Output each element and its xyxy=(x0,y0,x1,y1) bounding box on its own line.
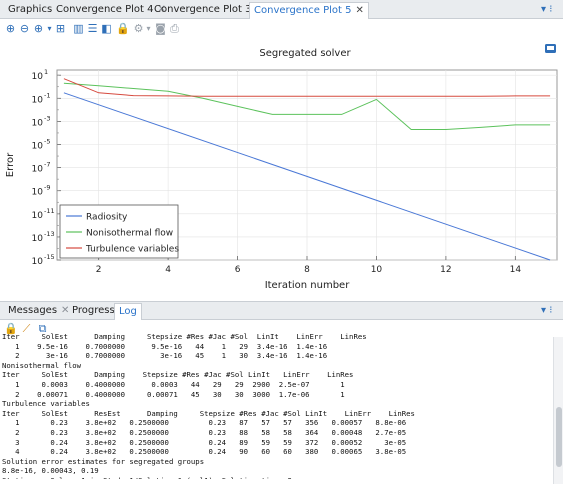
dropdown-arrow-icon[interactable]: ▾ xyxy=(146,24,151,33)
close-icon[interactable]: ✕ xyxy=(355,5,364,16)
y-tick-label: 10 xyxy=(32,72,44,82)
log-line: Iter SolEst Damping Stepsize #Res #Jac #… xyxy=(2,370,354,380)
chart-title: Segregated solver xyxy=(259,48,351,59)
panel-menu-icon[interactable]: ▾ ⁝ xyxy=(541,4,553,15)
export-icon[interactable] xyxy=(545,44,556,53)
y-tick-label: 10 xyxy=(32,257,44,267)
tab-label: Progress xyxy=(72,305,115,316)
x-axis: 2 4 6 8 10 12 14 xyxy=(96,256,522,275)
zoom-out-icon[interactable]: ⊖ xyxy=(19,22,30,35)
camera-icon[interactable]: ◙ xyxy=(155,22,166,35)
tab-label: Log xyxy=(119,306,137,317)
log-line: Solution error estimates for segregated … xyxy=(2,456,205,466)
log-line: 8.8e-16, 0.00043, 0.19 xyxy=(2,466,99,476)
series-line-radiosity xyxy=(63,92,551,261)
y-tick-label: 10 xyxy=(32,165,44,175)
log-line: 4 0.24 3.8e+02 0.2500000 0.24 90 60 60 3… xyxy=(2,447,407,457)
log-line: 3 0.24 3.8e+02 0.2500000 0.24 89 59 59 3… xyxy=(2,437,407,447)
y-tick-exponent: -5 xyxy=(44,137,50,145)
tab-label: Convergence Plot 5 xyxy=(254,5,352,16)
log-line: 2 0.00071 0.4000000 0.00071 45 30 30 300… xyxy=(2,389,345,399)
close-icon[interactable]: ✕ xyxy=(61,305,70,316)
x-axis-label: Iteration number xyxy=(265,280,351,291)
lock-icon[interactable]: 🔒 xyxy=(116,22,130,35)
x-tick-label: 12 xyxy=(440,265,451,275)
legend-label: Nonisothermal flow xyxy=(86,229,173,239)
y-tick-exponent: 1 xyxy=(44,68,48,76)
y-tick-exponent: -11 xyxy=(44,207,55,215)
settings-icon[interactable]: ⚙ xyxy=(133,22,144,35)
convergence-chart[interactable]: Segregated solver 10 110-110-310-510 -710-… xyxy=(0,38,563,300)
tab-label: Graphics xyxy=(8,4,53,15)
x-tick-label: 8 xyxy=(304,265,310,275)
grid xyxy=(57,70,557,261)
zoom-box-icon[interactable]: ⊕ xyxy=(33,22,44,35)
y-tick-exponent: -13 xyxy=(44,230,55,238)
y-tick-label: 10 xyxy=(32,234,44,244)
tab-graphics[interactable]: Graphics xyxy=(4,2,56,19)
log-scrollbar[interactable] xyxy=(553,337,563,484)
x-tick-label: 4 xyxy=(165,265,171,275)
table-view-icon[interactable]: ☰ xyxy=(87,22,98,35)
y-tick-exponent: -7 xyxy=(44,161,50,169)
zoom-in-icon[interactable]: ⊕ xyxy=(5,22,16,35)
legend-label: Turbulence variables xyxy=(85,245,179,255)
series-line-turbulence-variables xyxy=(63,78,551,97)
tab-label: Convergence Plot 4 xyxy=(56,4,154,15)
y-tick-label: 10 xyxy=(32,188,44,198)
bar-chart-icon[interactable]: ▥ xyxy=(73,22,84,35)
lock-icon[interactable]: 🔒 xyxy=(4,322,18,335)
x-tick-label: 10 xyxy=(371,265,383,275)
log-line: Iter SolEst Damping Stepsize #Res #Jac #… xyxy=(2,332,367,341)
log-line: 1 0.0003 0.4000000 0.0003 44 29 29 2900 … xyxy=(2,379,345,389)
tab-convergence-plot-4[interactable]: Convergence Plot 4 ✕ xyxy=(52,2,170,19)
y-tick-label: 10 xyxy=(32,118,44,128)
series-lines xyxy=(63,78,551,261)
y-tick-exponent: -9 xyxy=(44,184,50,192)
legend: Radiosity Nonisothermal flow Turbulence va… xyxy=(59,204,179,259)
y-tick-exponent: -15 xyxy=(44,253,55,261)
x-tick-label: 2 xyxy=(96,265,102,275)
y-tick-label: 10 xyxy=(32,211,44,221)
x-tick-label: 14 xyxy=(510,265,522,275)
log-line: Turbulence variables xyxy=(2,399,90,409)
plot-toolbar: ⊕ ⊖ ⊕ ▾ ⊞ ▥ ☰ ◧ 🔒 ⚙ ▾ ◙ ⎙ xyxy=(0,20,563,38)
log-line: 1 0.23 3.8e+02 0.2500000 0.23 87 57 57 3… xyxy=(2,418,407,428)
legend-label: Radiosity xyxy=(86,213,128,223)
scrollbar-thumb[interactable] xyxy=(556,407,562,467)
log-line: 2 3e-16 0.7000000 3e-16 45 1 30 3.4e-16 … xyxy=(2,351,328,361)
tab-label: Messages xyxy=(8,305,58,316)
tab-log[interactable]: Log xyxy=(114,303,142,320)
tab-messages[interactable]: Messages ✕ xyxy=(4,303,73,320)
log-line: Nonisothermal flow xyxy=(2,360,82,370)
y-axis-label: Error xyxy=(5,152,16,177)
series-line-nonisothermal-flow xyxy=(63,82,551,130)
log-output[interactable]: Iter SolEst Damping Stepsize #Res #Jac #… xyxy=(2,332,552,479)
log-line: Iter SolEst ResEst Damping Stepsize #Res… xyxy=(2,408,415,418)
panel-menu-icon[interactable]: ▾ ⁝ xyxy=(541,305,553,316)
bottom-tab-bar: Messages ✕ Progress Log ▾ ⁝ xyxy=(0,301,563,320)
y-tick-label: 10 xyxy=(32,141,44,151)
y-tick-exponent: -3 xyxy=(44,114,50,122)
dropdown-arrow-icon[interactable]: ▾ xyxy=(47,24,52,33)
x-tick-label: 6 xyxy=(235,265,241,275)
zoom-extents-icon[interactable]: ⊞ xyxy=(55,22,66,35)
tab-convergence-plot-5[interactable]: Convergence Plot 5 ✕ xyxy=(249,2,369,19)
close-icon[interactable]: ✕ xyxy=(157,4,166,15)
tab-label: Convergence Plot 3 xyxy=(154,4,252,15)
y-tick-label: 10 xyxy=(32,95,44,105)
top-tab-bar: Graphics Convergence Plot 4 ✕ Convergence… xyxy=(0,0,563,19)
copy-icon[interactable]: ⧉ xyxy=(38,322,47,335)
clear-icon[interactable]: ⟋ xyxy=(22,322,31,335)
panel-view-icon[interactable]: ◧ xyxy=(101,22,112,35)
tab-progress[interactable]: Progress xyxy=(68,303,119,320)
log-line: Stationary Solver 1 in Study 1/Solution … xyxy=(2,476,552,479)
print-icon[interactable]: ⎙ xyxy=(170,22,179,35)
y-tick-exponent: -1 xyxy=(44,91,50,99)
log-line: 1 9.5e-16 0.7000000 9.5e-16 44 1 29 3.4e… xyxy=(2,341,328,351)
log-line: 2 0.23 3.8e+02 0.2500000 0.23 88 58 58 3… xyxy=(2,427,407,437)
log-toolbar: 🔒 ⟋ ⧉ xyxy=(0,321,563,336)
